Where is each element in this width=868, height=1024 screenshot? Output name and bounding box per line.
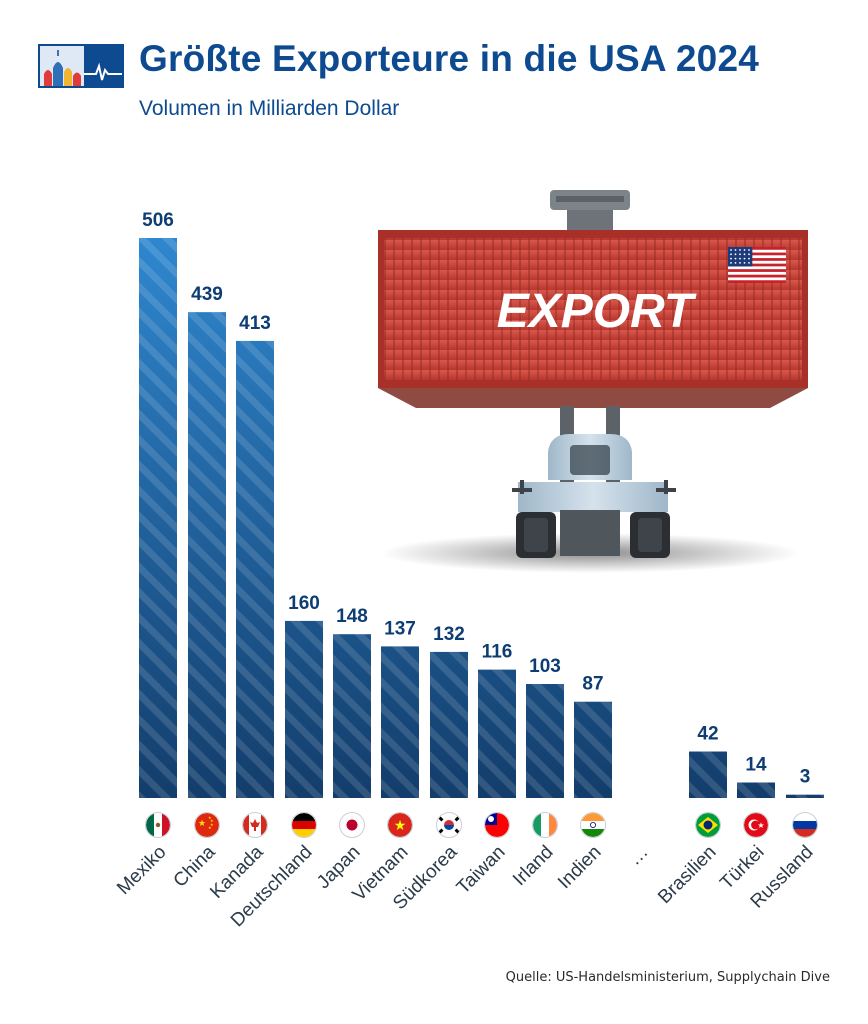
bar-stripes-7: [478, 669, 516, 798]
us-flag-icon: [728, 247, 786, 283]
container-label: EXPORT: [497, 285, 697, 338]
canada-flag-icon-ring: [242, 812, 268, 838]
page-title: Größte Exporteure in die USA 2024: [139, 38, 760, 79]
taiwan-flag-icon: [485, 813, 509, 837]
value-label-11: 42: [697, 724, 718, 745]
china-flag-icon-ring: [194, 812, 220, 838]
svg-text:★: ★: [208, 815, 212, 820]
bar-stripes-12: [737, 782, 775, 798]
mexico-flag-icon-ring: [145, 812, 171, 838]
japan-flag-icon: [340, 813, 364, 837]
bar-stripes-0: [139, 238, 177, 798]
south-korea-flag-icon: [437, 813, 461, 837]
canada-flag-icon: [243, 813, 267, 837]
svg-text:★: ★: [208, 825, 212, 830]
bar-stripes-8: [526, 684, 564, 798]
page-subtitle: Volumen in Milliarden Dollar: [139, 97, 400, 120]
germany-flag-icon: [292, 813, 316, 837]
category-label-10: …: [624, 842, 652, 870]
south-korea-flag-icon-ring: [436, 812, 462, 838]
taiwan-flag-icon-ring: [484, 812, 510, 838]
value-label-4: 148: [336, 606, 368, 627]
category-label-8: Irland: [509, 842, 557, 890]
value-label-0: 506: [142, 210, 174, 231]
bar-stripes-2: [236, 340, 274, 798]
bar-stripes-9: [574, 701, 612, 798]
value-label-13: 3: [800, 767, 811, 788]
value-label-12: 14: [745, 755, 767, 776]
ireland-flag-icon-ring: [532, 812, 558, 838]
domes-skyline-logo-icon: [38, 44, 124, 88]
svg-text:★: ★: [210, 822, 214, 827]
forklift-illustration: EXPORT: [378, 190, 808, 573]
germany-flag-icon-ring: [291, 812, 317, 838]
svg-text:★: ★: [198, 819, 206, 829]
vietnam-flag-icon: ★: [388, 813, 412, 837]
turkey-flag-icon: ★: [744, 813, 768, 837]
mexico-flag-icon: [146, 813, 170, 837]
category-label-11: Brasilien: [654, 842, 720, 908]
bar-stripes-11: [689, 751, 727, 798]
ireland-flag-icon: [533, 813, 557, 837]
china-flag-icon: ★★★★★: [195, 813, 219, 837]
bar-stripes-4: [333, 634, 371, 798]
svg-text:★: ★: [210, 818, 214, 823]
bar-stripes-13: [786, 794, 824, 798]
brazil-flag-icon: [696, 813, 720, 837]
category-label-9: Indien: [554, 842, 605, 893]
svg-text:★: ★: [394, 818, 407, 834]
bar-stripes-3: [285, 620, 323, 798]
russia-flag-icon: [793, 813, 817, 837]
brazil-flag-icon-ring: [695, 812, 721, 838]
value-label-8: 103: [529, 656, 561, 677]
value-label-2: 413: [239, 313, 271, 334]
russia-flag-icon-ring: [792, 812, 818, 838]
bar-stripes-1: [188, 312, 226, 798]
value-label-3: 160: [288, 593, 320, 614]
india-flag-icon-ring: [580, 812, 606, 838]
value-label-9: 87: [582, 674, 603, 695]
value-label-1: 439: [191, 284, 223, 305]
japan-flag-icon-ring: [339, 812, 365, 838]
vietnam-flag-icon-ring: [387, 812, 413, 838]
value-label-7: 116: [482, 642, 513, 663]
category-label-0: Mexiko: [113, 842, 170, 899]
bar-stripes-5: [381, 646, 419, 798]
svg-text:★: ★: [757, 821, 764, 830]
bar-stripes-6: [430, 651, 468, 798]
source-note: Quelle: US-Handelsministerium, Supplycha…: [505, 970, 830, 985]
category-label-7: Taiwan: [453, 842, 510, 899]
turkey-flag-icon-ring: [743, 812, 769, 838]
india-flag-icon: [581, 813, 605, 837]
value-label-6: 132: [433, 624, 465, 645]
value-label-5: 137: [384, 618, 416, 639]
